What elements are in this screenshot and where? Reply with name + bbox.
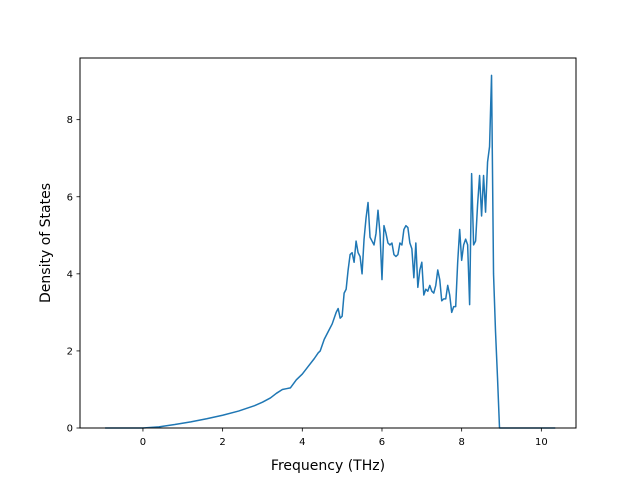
x-tick-label: 8 [458, 437, 464, 448]
axes-frame [79, 57, 577, 429]
y-tick-label: 8 [67, 115, 73, 126]
y-axis-label: Density of States [38, 183, 54, 303]
x-tick-label: 10 [535, 437, 548, 448]
x-tick-label: 0 [140, 437, 146, 448]
x-ticks: 0 2 4 6 8 10 [140, 428, 548, 448]
plot-area [80, 58, 576, 428]
y-tick-label: 6 [67, 192, 73, 203]
x-tick-label: 4 [299, 437, 305, 448]
y-ticks: 0 2 4 6 8 [67, 115, 80, 435]
dos-line-0 [105, 74, 556, 429]
x-tick-label: 6 [379, 437, 385, 448]
x-axis-label: Frequency (THz) [271, 458, 385, 474]
y-tick-label: 0 [67, 424, 73, 435]
y-tick-label: 4 [67, 269, 73, 280]
y-tick-label: 2 [67, 346, 73, 357]
series-layer [105, 74, 556, 429]
x-tick-label: 2 [219, 437, 225, 448]
